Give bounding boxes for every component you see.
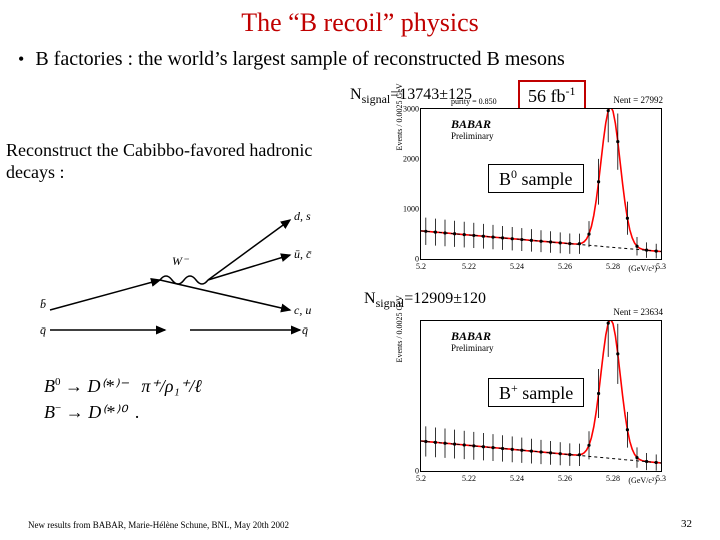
- sbp-post: sample: [518, 383, 574, 403]
- nb-label: N: [364, 290, 376, 307]
- f2-l: B: [44, 402, 55, 422]
- sbp-sup: +: [511, 381, 518, 395]
- title-text: The “B recoil” physics: [241, 8, 479, 37]
- f2-r: → D⁽*⁾⁰ .: [61, 402, 140, 422]
- bullet-dot: •: [18, 49, 30, 69]
- formula-line-1: B0 → D⁽*⁾⁻ π⁺/ρ₁⁺/ℓ: [44, 376, 202, 397]
- sample-box-b0: B0 sample: [488, 164, 584, 193]
- sbp-pre: B: [499, 383, 511, 403]
- sb0-pre: B: [499, 169, 511, 189]
- feynman-diagram: b̄ d, s ū, c̄ c, u W⁻ q̄ q̄: [40, 200, 320, 340]
- luminosity-box: 56 fb-1: [518, 80, 586, 111]
- footer-right: 32: [681, 518, 692, 530]
- feyn-cu-label: c, u: [294, 303, 311, 317]
- reconstruct-text: Reconstruct the Cabibbo-favored hadronic…: [6, 140, 336, 183]
- chart-nent: Nent = 23634: [613, 307, 663, 317]
- formula-line-2: B− → D⁽*⁾⁰ .: [44, 402, 140, 423]
- chart-purity: purity = 0.850: [451, 97, 497, 106]
- feyn-b-label: b̄: [40, 297, 46, 311]
- feyn-q2-label: q̄: [302, 323, 308, 337]
- footer-left: New results from BABAR, Marie-Hélène Sch…: [28, 520, 289, 530]
- feyn-uc-label: ū, c̄: [294, 247, 312, 261]
- n-sub: signal: [362, 92, 391, 106]
- chart-xlabel: (GeV/c²): [628, 476, 657, 485]
- lumi-exp: -1: [566, 84, 576, 98]
- chart-xlabel: (GeV/c²): [628, 264, 657, 273]
- f1-r: → D⁽*⁾⁻ π⁺/ρ₁⁺/ℓ: [61, 376, 202, 396]
- sample-box-bplus: B+ sample: [488, 378, 584, 407]
- nb-val: =12909±120: [404, 290, 486, 307]
- bullet-line: • B factories : the world’s largest samp…: [0, 38, 720, 71]
- feyn-w-label: W⁻: [172, 254, 190, 268]
- n-label: N: [350, 86, 362, 103]
- feyn-ds-label: d, s: [294, 209, 311, 223]
- f1-l: B: [44, 376, 55, 396]
- feyn-q1-label: q̄: [40, 323, 46, 337]
- nsignal-bot: Nsignal=12909±120: [364, 290, 486, 311]
- page-title: The “B recoil” physics: [0, 0, 720, 38]
- sb0-post: sample: [517, 169, 573, 189]
- chart-nent: Nent = 27992: [613, 95, 663, 105]
- lumi-value: 56 fb: [528, 86, 566, 106]
- bullet-text: B factories : the world’s largest sample…: [35, 48, 565, 70]
- chart-ylabel: Events / 0.0025 GeV: [395, 83, 404, 150]
- chart-ylabel: Events / 0.0025 GeV: [395, 295, 404, 362]
